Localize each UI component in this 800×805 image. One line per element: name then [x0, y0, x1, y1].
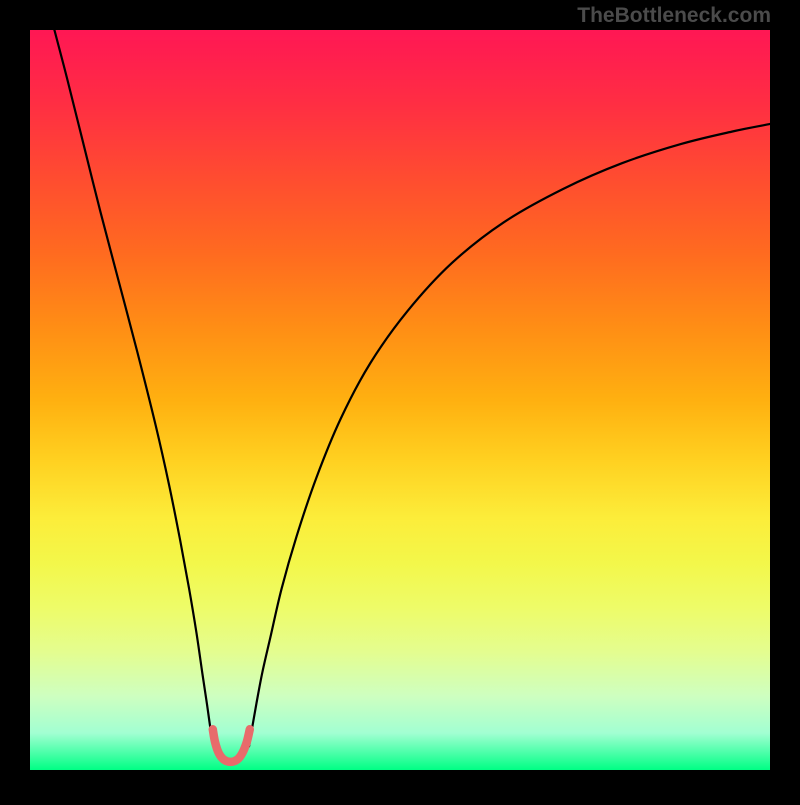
bottleneck-chart — [0, 0, 800, 800]
chart-container: { "chart": { "type": "line", "canvas": {… — [0, 0, 800, 800]
watermark-text: TheBottleneck.com — [577, 4, 771, 28]
